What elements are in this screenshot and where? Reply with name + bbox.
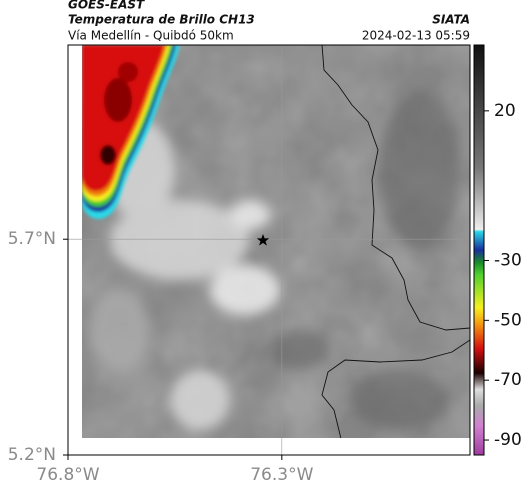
colorbar-tick-label: -30 xyxy=(494,250,522,270)
location-marker xyxy=(256,234,270,246)
colorbar xyxy=(473,44,485,456)
colorbar-tick-label: -90 xyxy=(494,430,522,450)
datetime: 2024-02-13 05:59 xyxy=(362,29,470,43)
title: GOES-EAST xyxy=(68,0,145,12)
subtitle: Temperatura de Brillo CH13 xyxy=(68,13,255,27)
colorbar-tick-label: -70 xyxy=(494,370,522,390)
satellite-image xyxy=(82,45,470,438)
y-tick-label: 5.7°N xyxy=(8,229,56,249)
source: SIATA xyxy=(432,13,470,27)
route: Vía Medellín - Quibdó 50km xyxy=(68,29,234,43)
y-tick-label: 5.2°N xyxy=(8,445,56,465)
x-tick-label: 76.3°W xyxy=(250,465,313,485)
x-tick-label: 76.8°W xyxy=(36,465,99,485)
colorbar-tick-label: 20 xyxy=(494,101,516,121)
map-frame xyxy=(67,44,471,456)
colorbar-tick-label: -50 xyxy=(494,310,522,330)
